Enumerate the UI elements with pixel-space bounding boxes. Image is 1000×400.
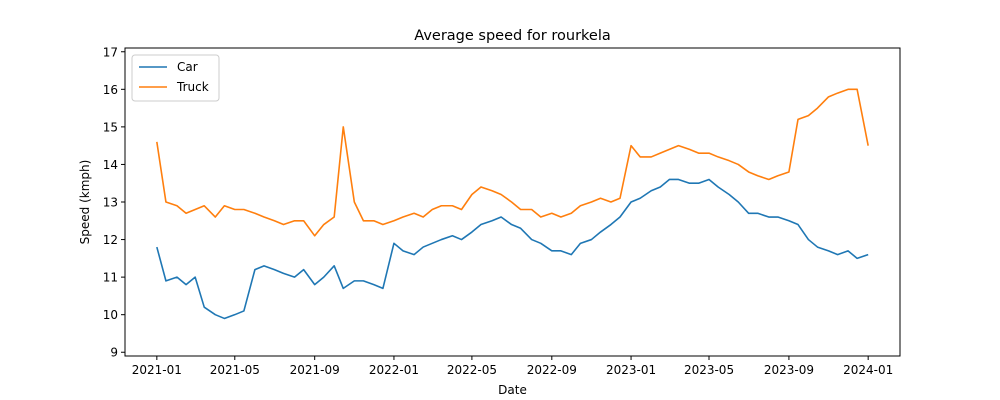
y-tick-label: 16 — [103, 83, 118, 97]
y-tick-label: 10 — [103, 308, 118, 322]
x-axis: 2021-01 2021-05 2021-09 2022-01 2022-05 2022-… — [132, 356, 893, 377]
legend: Car Truck — [131, 54, 220, 102]
x-tick-label: 2023-05 — [684, 363, 734, 377]
chart-title: Average speed for rourkela — [414, 28, 611, 44]
legend-label-car: Car — [177, 60, 198, 74]
y-tick-label: 12 — [103, 233, 118, 247]
x-tick-label: 2022-01 — [369, 363, 419, 377]
series-line-truck — [156, 88, 869, 237]
x-tick-label: 2021-05 — [210, 363, 260, 377]
x-tick-label: 2022-05 — [447, 363, 497, 377]
legend-box — [131, 54, 220, 102]
x-tick-label: 2022-09 — [527, 363, 577, 377]
y-axis-label: Speed (kmph) — [78, 160, 92, 245]
series-line-car — [156, 178, 869, 320]
y-tick-label: 14 — [103, 158, 118, 172]
y-tick-label: 11 — [103, 271, 118, 285]
x-tick-label: 2021-09 — [290, 363, 340, 377]
y-tick-label: 9 — [110, 346, 118, 360]
y-tick-label: 15 — [103, 120, 118, 134]
legend-label-truck: Truck — [176, 80, 209, 94]
x-axis-label: Date — [498, 383, 527, 397]
series-lines — [156, 88, 869, 320]
x-tick-label: 2023-09 — [764, 363, 814, 377]
y-tick-label: 13 — [103, 196, 118, 210]
x-tick-label: 2021-01 — [132, 363, 182, 377]
y-axis: 9 10 11 12 13 14 15 16 17 — [103, 45, 125, 360]
x-tick-label: 2023-01 — [606, 363, 656, 377]
x-tick-label: 2024-01 — [843, 363, 893, 377]
y-tick-label: 17 — [103, 45, 118, 59]
